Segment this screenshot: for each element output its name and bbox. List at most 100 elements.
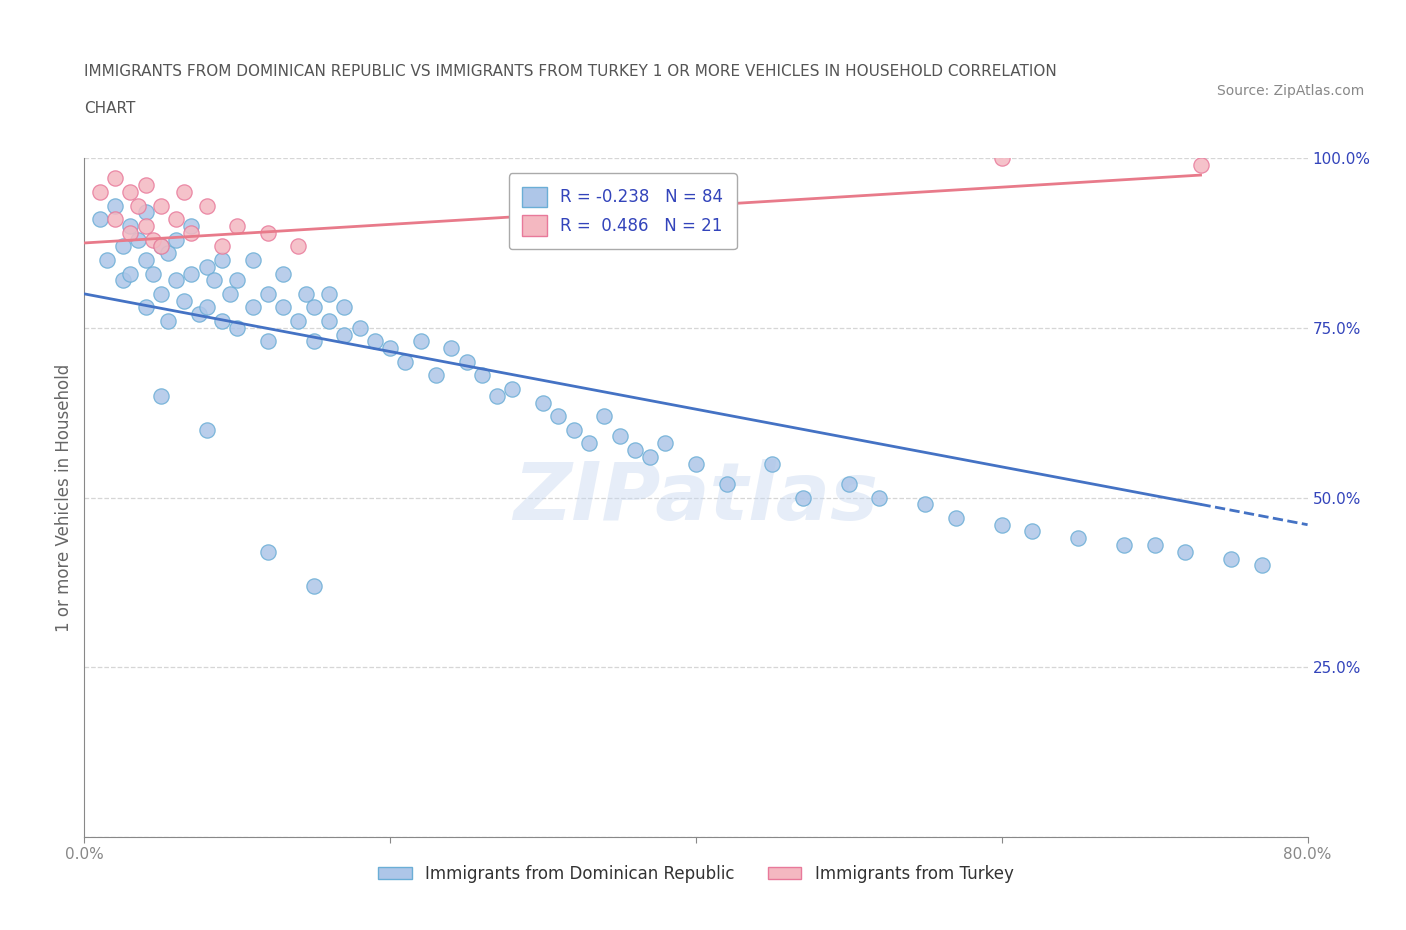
Point	[120, 219, 142, 233]
Point	[104, 171, 127, 186]
Point	[1174, 544, 1197, 559]
Text: IMMIGRANTS FROM DOMINICAN REPUBLIC VS IMMIGRANTS FROM TURKEY 1 OR MORE VEHICLES : IMMIGRANTS FROM DOMINICAN REPUBLIC VS IM…	[84, 64, 1057, 79]
Point	[157, 246, 180, 260]
Point	[165, 272, 187, 287]
Point	[287, 239, 309, 254]
Point	[180, 219, 202, 233]
Point	[120, 266, 142, 281]
Point	[914, 497, 936, 512]
Point	[257, 286, 280, 301]
Point	[195, 198, 218, 213]
Point	[89, 212, 111, 227]
Point	[1250, 558, 1272, 573]
Point	[1021, 525, 1043, 539]
Point	[226, 272, 249, 287]
Point	[127, 198, 149, 213]
Point	[242, 253, 264, 268]
Point	[89, 185, 111, 200]
Point	[111, 272, 134, 287]
Point	[149, 239, 172, 254]
Point	[578, 436, 600, 451]
Point	[104, 198, 127, 213]
Point	[624, 443, 647, 458]
Point	[380, 340, 402, 355]
Point	[211, 239, 233, 254]
Point	[638, 449, 661, 464]
Point	[349, 320, 371, 336]
Point	[257, 225, 280, 240]
Point	[149, 286, 172, 301]
Text: CHART: CHART	[84, 101, 136, 116]
Point	[257, 334, 280, 349]
Point	[218, 286, 240, 301]
Point	[869, 490, 891, 505]
Point	[135, 205, 157, 219]
Point	[142, 232, 165, 247]
Point	[945, 511, 967, 525]
Text: Source: ZipAtlas.com: Source: ZipAtlas.com	[1216, 84, 1364, 98]
Point	[180, 266, 202, 281]
Point	[425, 368, 447, 383]
Point	[195, 300, 218, 315]
Point	[394, 354, 416, 369]
Point	[149, 239, 172, 254]
Point	[792, 490, 814, 505]
Point	[127, 232, 149, 247]
Point	[562, 422, 585, 437]
Point	[991, 517, 1014, 532]
Point	[318, 286, 340, 301]
Point	[165, 212, 187, 227]
Point	[226, 320, 249, 336]
Text: ZIPatlas: ZIPatlas	[513, 458, 879, 537]
Point	[1067, 531, 1090, 546]
Point	[149, 389, 172, 404]
Point	[120, 185, 142, 200]
Point	[188, 307, 211, 322]
Point	[471, 368, 494, 383]
Point	[111, 239, 134, 254]
Point	[1143, 538, 1166, 552]
Point	[195, 422, 218, 437]
Point	[149, 198, 172, 213]
Point	[271, 300, 294, 315]
Point	[502, 381, 524, 396]
Point	[271, 266, 294, 281]
Point	[1189, 157, 1212, 172]
Point	[716, 476, 738, 491]
Point	[761, 457, 783, 472]
Point	[302, 300, 325, 315]
Point	[173, 185, 195, 200]
Point	[295, 286, 318, 301]
Point	[242, 300, 264, 315]
Point	[486, 389, 509, 404]
Point	[364, 334, 387, 349]
Point	[165, 232, 187, 247]
Point	[211, 253, 233, 268]
Point	[104, 212, 127, 227]
Point	[531, 395, 554, 410]
Point	[257, 544, 280, 559]
Point	[685, 457, 707, 472]
Point	[838, 476, 860, 491]
Point	[302, 578, 325, 593]
Legend: Immigrants from Dominican Republic, Immigrants from Turkey: Immigrants from Dominican Republic, Immi…	[371, 858, 1021, 890]
Y-axis label: 1 or more Vehicles in Household: 1 or more Vehicles in Household	[55, 364, 73, 631]
Point	[302, 334, 325, 349]
Point	[1220, 551, 1243, 566]
Point	[593, 408, 616, 423]
Point	[195, 259, 218, 274]
Point	[135, 253, 157, 268]
Point	[287, 313, 309, 328]
Point	[135, 300, 157, 315]
Point	[1114, 538, 1136, 552]
Point	[180, 225, 202, 240]
Point	[202, 272, 225, 287]
Point	[173, 293, 195, 308]
Point	[547, 408, 569, 423]
Point	[135, 219, 157, 233]
Point	[440, 340, 463, 355]
Point	[333, 327, 356, 342]
Point	[318, 313, 340, 328]
Point	[456, 354, 478, 369]
Point	[333, 300, 356, 315]
